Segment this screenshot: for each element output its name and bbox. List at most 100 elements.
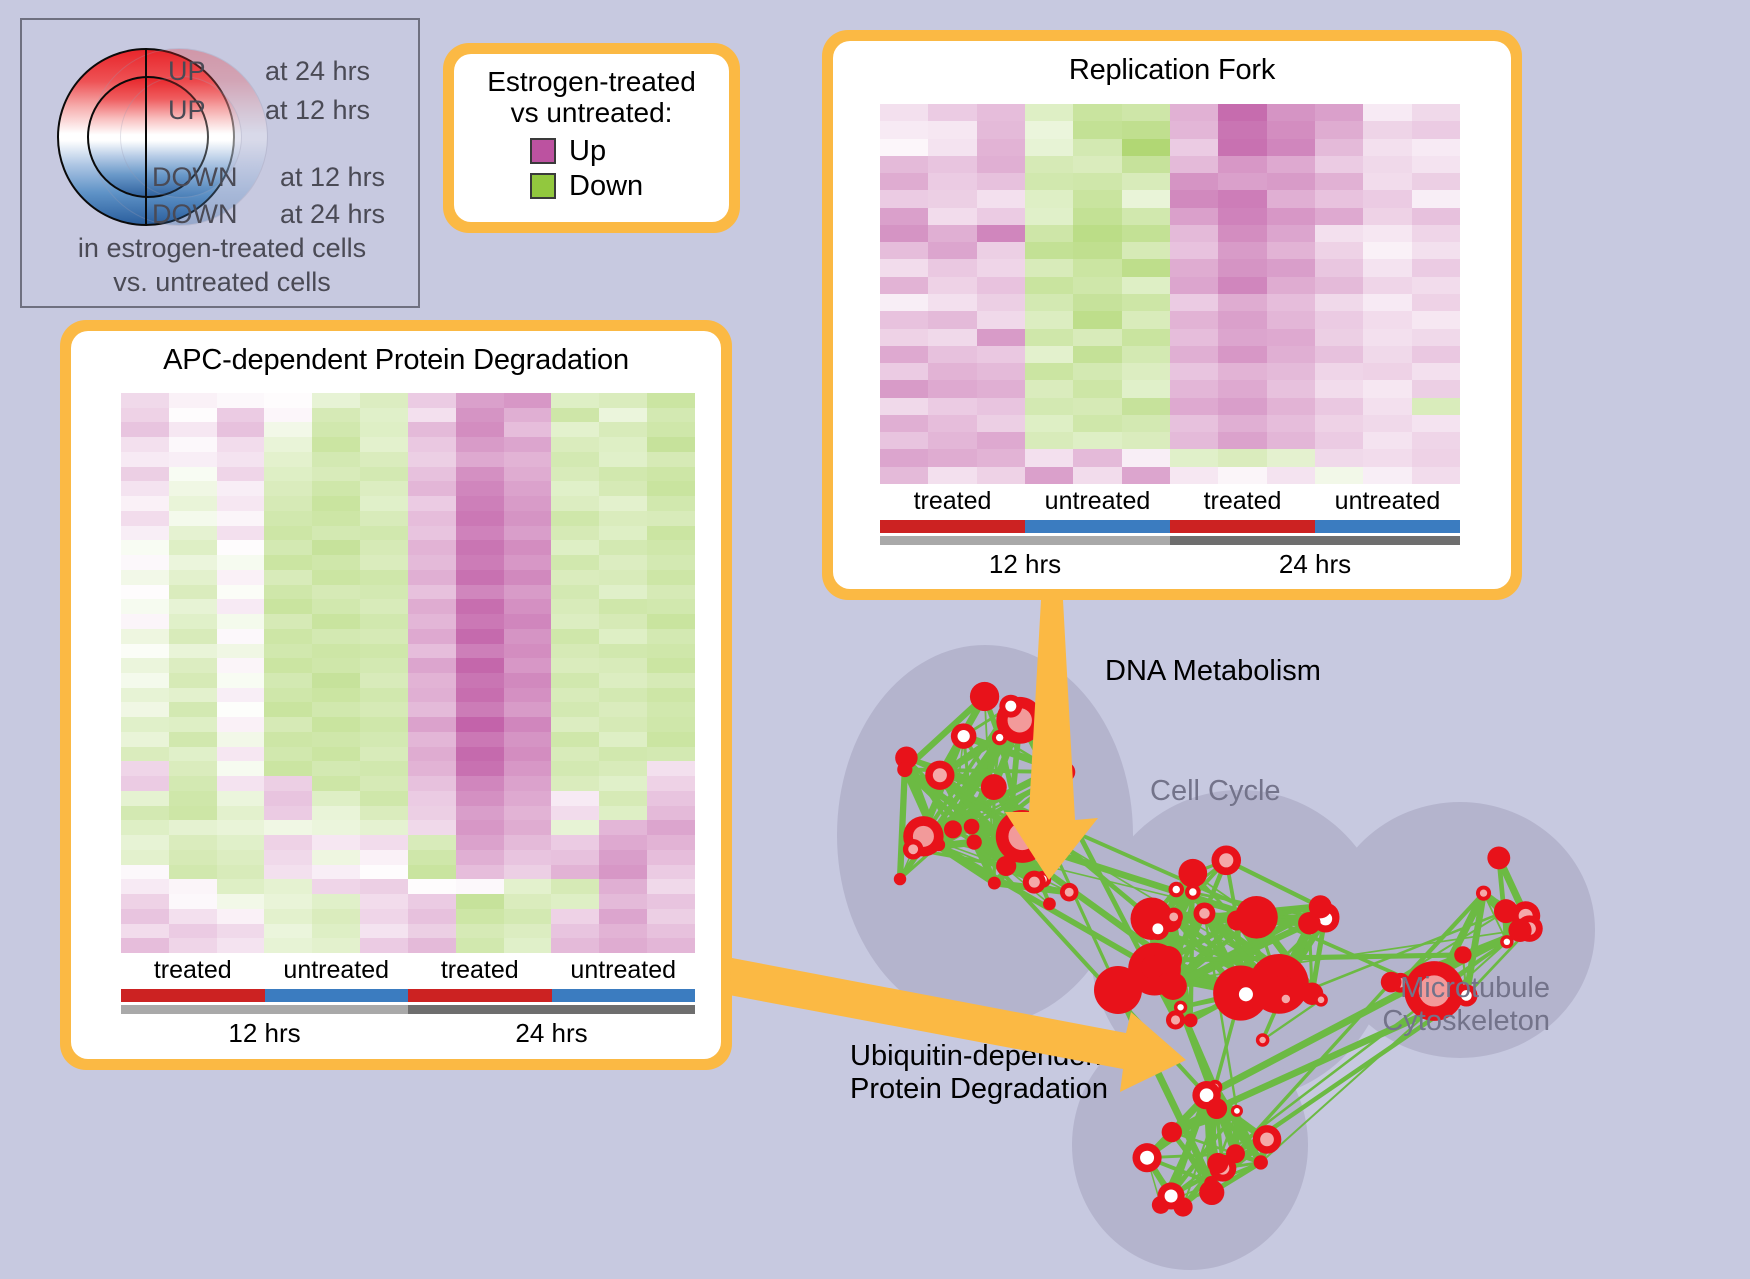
network-node[interactable] [1132,1143,1162,1173]
network-node[interactable] [963,818,980,835]
heatmap-cell [1266,155,1315,174]
network-node[interactable] [950,723,977,749]
heatmap-cell [264,835,313,850]
network-node[interactable] [1206,1098,1228,1120]
network-node[interactable] [1253,1155,1268,1170]
network-node[interactable] [1255,1033,1270,1047]
heatmap-cell [551,673,600,688]
network-node[interactable] [925,760,955,790]
network-node[interactable] [1314,992,1328,1007]
network-node[interactable] [1252,1125,1282,1154]
network-node[interactable] [999,694,1023,718]
heatmap-cell [1266,190,1315,208]
network-node[interactable] [1211,845,1242,876]
network-node[interactable] [1055,761,1076,783]
network-node[interactable] [1094,966,1142,1014]
network-node[interactable] [1159,972,1187,1000]
network-node[interactable] [1185,884,1201,900]
network-node[interactable] [1277,990,1295,1008]
network-node[interactable] [1298,911,1321,935]
network-node[interactable] [1207,1152,1229,1174]
heatmap-cell [1218,328,1267,346]
heatmap-cell [599,731,648,747]
network-edge [1167,1094,1211,1198]
network-node[interactable] [1059,882,1079,902]
network-node[interactable] [1022,870,1046,894]
network-node[interactable] [897,761,913,778]
network-node[interactable] [1500,935,1514,949]
network-node[interactable] [1380,971,1402,993]
heatmap-cell [647,555,695,570]
network-node[interactable] [1226,1144,1245,1164]
heatmap-cell [455,584,504,600]
node-outer [1380,971,1402,993]
network-node[interactable] [987,876,1001,890]
heatmap-cell [1024,155,1074,174]
network-node[interactable] [1455,984,1478,1007]
heatmap-cell [360,761,408,777]
expression-legend-title: Estrogen-treated vs untreated: [454,54,729,129]
network-node[interactable] [932,838,946,852]
network-node[interactable] [966,834,982,850]
network-node[interactable] [1161,1121,1183,1143]
network-node[interactable] [1193,902,1216,925]
heatmap-cell [503,938,552,953]
heatmap-cell [360,687,408,703]
network-node[interactable] [1168,881,1185,898]
network-node[interactable] [969,681,1000,712]
network-node[interactable] [1183,1013,1198,1028]
network-node[interactable] [902,839,924,860]
network-node[interactable] [1404,961,1465,1021]
network-node[interactable] [1154,946,1182,974]
network-node[interactable] [1475,885,1492,901]
heatmap-cell [1411,380,1460,398]
network-node[interactable] [1157,1182,1185,1210]
heatmap-cell [168,923,217,939]
heatmap-cell [1073,414,1122,433]
network-node[interactable] [1164,907,1183,927]
network-edge [1261,998,1322,1041]
network-node[interactable] [1204,1176,1218,1190]
heatmap-cell [360,864,408,880]
heatmap-cell [264,599,313,615]
heatmap-cell [1314,363,1364,381]
network-node[interactable] [991,729,1008,746]
network-node[interactable] [1034,822,1060,848]
heatmap-cell [647,835,695,850]
network-node[interactable] [1231,979,1261,1009]
network-node[interactable] [1487,846,1511,870]
heatmap-cell [1218,173,1267,191]
heatmap-cell [264,525,313,541]
heatmap-cell [1121,294,1170,312]
network-node[interactable] [1178,858,1208,888]
heatmap-cell [407,849,456,865]
network-node[interactable] [980,774,1007,801]
heatmap-cell [168,835,217,850]
heatmap-cell [407,540,456,556]
heatmap-cell [407,393,456,408]
network-node[interactable] [1308,895,1332,919]
heatmap-cell [216,908,265,924]
network-node[interactable] [1235,895,1278,939]
network-node[interactable] [1230,1104,1243,1117]
network-node[interactable] [1043,897,1056,911]
network-node[interactable] [1454,946,1472,964]
heatmap-cell [976,259,1025,277]
heatmap-cell [1169,155,1219,174]
heatmap-cell [264,790,313,806]
network-node[interactable] [1146,917,1170,941]
heatmap-cell [1169,397,1219,415]
network-node[interactable] [1493,899,1518,924]
network-node[interactable] [943,820,962,839]
heatmap-cell [551,481,600,497]
network-node[interactable] [996,855,1017,877]
heatmap-cell [121,717,169,732]
network-node[interactable] [1508,918,1532,942]
heatmap-cell [976,121,1025,139]
heatmap-cell [551,496,600,511]
network-node[interactable] [893,872,907,886]
heatmap-cell [880,466,929,484]
network-node[interactable] [1165,1010,1186,1030]
network-node[interactable] [1226,910,1248,931]
heatmap-cell [1169,432,1219,450]
